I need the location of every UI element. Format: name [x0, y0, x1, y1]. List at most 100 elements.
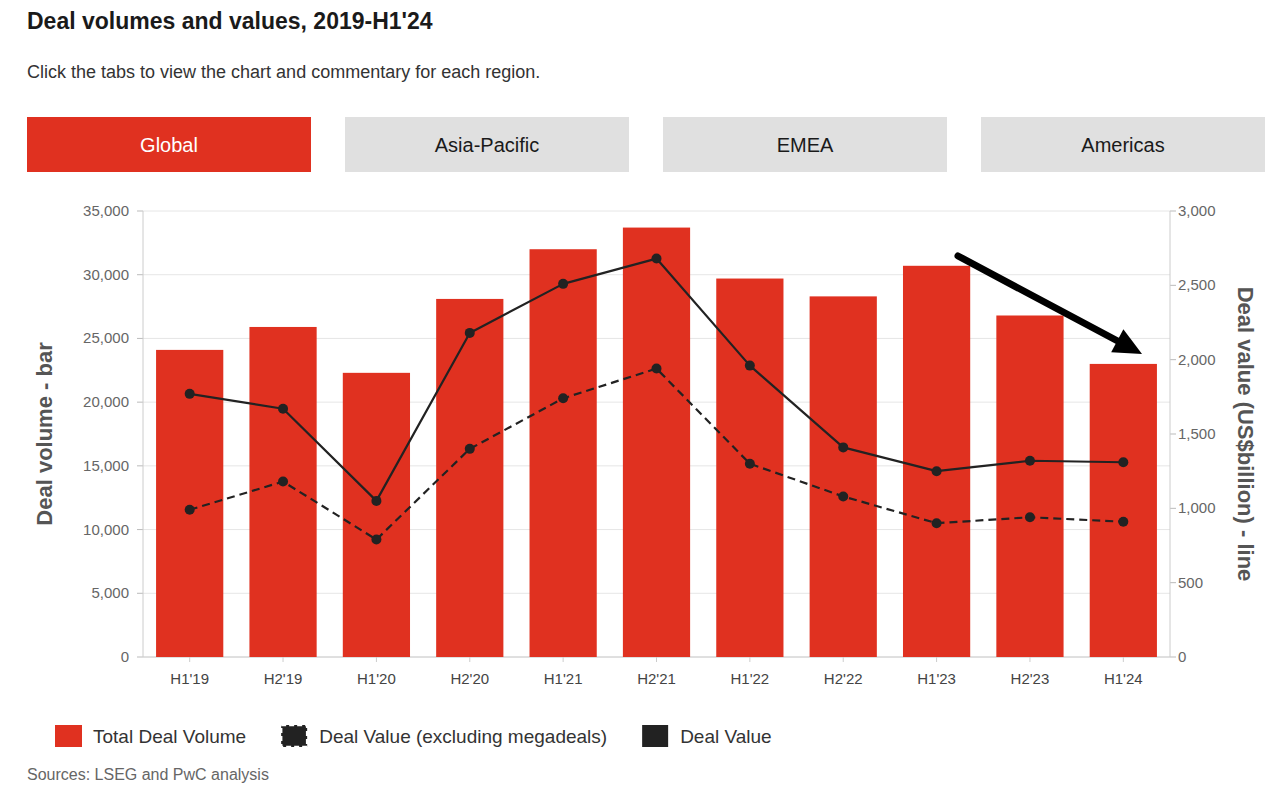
legend-swatch [55, 725, 82, 747]
tab-label[interactable]: Americas [1081, 134, 1164, 156]
line-marker [745, 459, 755, 469]
line-marker [932, 518, 942, 528]
y-tick [137, 657, 143, 658]
line-marker [745, 361, 755, 371]
tab[interactable]: EMEA [663, 117, 947, 172]
tab[interactable]: Asia-Pacific [345, 117, 629, 172]
x-tick [563, 657, 564, 662]
y2-tick [1170, 508, 1176, 509]
bar [903, 266, 970, 657]
y2-tick-label: 3,000 [1178, 202, 1216, 219]
y2-tick-label: 2,000 [1178, 351, 1216, 368]
x-tick [656, 657, 657, 662]
tab-background[interactable] [27, 117, 311, 172]
y-tick [137, 465, 143, 466]
line-marker [652, 254, 662, 264]
y2-tick-label: 0 [1178, 648, 1186, 665]
y2-tick-label: 1,000 [1178, 499, 1216, 516]
tab-label[interactable]: EMEA [777, 134, 834, 156]
x-tick-label: H1'20 [357, 670, 396, 687]
line-marker [932, 466, 942, 476]
x-tick [749, 657, 750, 662]
tab[interactable]: Americas [981, 117, 1265, 172]
tab[interactable]: Global [27, 117, 311, 172]
y2-tick-label: 1,500 [1178, 425, 1216, 442]
line-marker [465, 444, 475, 454]
bar [436, 299, 503, 657]
y-tick [137, 338, 143, 339]
x-tick-label: H2'23 [1011, 670, 1050, 687]
y2-tick [1170, 434, 1176, 435]
chart-root: Deal volumes and values, 2019-H1'24Click… [0, 0, 1280, 787]
bar [343, 373, 410, 657]
legend-label: Deal Value [680, 726, 772, 747]
tab-background[interactable] [345, 117, 629, 172]
x-tick [1029, 657, 1030, 662]
bar [810, 296, 877, 657]
line-marker [1025, 456, 1035, 466]
bar [249, 327, 316, 657]
x-tick-label: H1'21 [544, 670, 583, 687]
y2-tick-label: 500 [1178, 574, 1203, 591]
y2-tick [1170, 285, 1176, 286]
legend: Total Deal Volume Deal Value (excluding m… [55, 725, 772, 747]
line-marker [558, 393, 568, 403]
y2-axis-line [1170, 211, 1171, 657]
x-tick [189, 657, 190, 662]
y2-tick-label: 2,500 [1178, 276, 1216, 293]
legend-label: Deal Value (excluding megadeals) [319, 726, 607, 747]
y2-tick [1170, 657, 1176, 658]
y-tick-label: 20,000 [83, 393, 129, 410]
tab-background[interactable] [981, 117, 1265, 172]
line-marker [278, 477, 288, 487]
legend-label: Total Deal Volume [93, 726, 246, 747]
x-tick [469, 657, 470, 662]
y-tick-label: 25,000 [83, 329, 129, 346]
x-tick [843, 657, 844, 662]
y-tick-label: 5,000 [91, 584, 129, 601]
y-tick [137, 211, 143, 212]
x-tick-label: H1'23 [917, 670, 956, 687]
y-tick-label: 35,000 [83, 202, 129, 219]
y-tick [137, 529, 143, 530]
axes: 0 5,000 10,000 15,000 20,000 25,000 30,000 35,0… [83, 202, 1215, 687]
source: Sources: LSEG and PwC analysis [27, 766, 269, 783]
bar [1090, 364, 1157, 657]
x-tick [283, 657, 284, 662]
y-tick-label: 30,000 [83, 266, 129, 283]
tab-label[interactable]: Global [140, 134, 198, 156]
arrow-shaft [958, 256, 1119, 342]
y-tick-label: 15,000 [83, 457, 129, 474]
bar [996, 315, 1063, 657]
line-marker [278, 404, 288, 414]
x-tick-label: H1'19 [170, 670, 209, 687]
title: Deal volumes and values, 2019-H1'24 [27, 8, 433, 34]
line [190, 259, 1124, 501]
line-marker [838, 442, 848, 452]
y-tick-label: 0 [121, 648, 129, 665]
line-marker [1025, 512, 1035, 522]
line-marker [558, 279, 568, 289]
tab-label[interactable]: Asia-Pacific [435, 134, 539, 156]
legend-swatch [281, 725, 307, 747]
y2-tick [1170, 211, 1176, 212]
legend-item: Total Deal Volume [55, 725, 246, 747]
x-tick-label: H2'19 [264, 670, 303, 687]
y-axis-title: Deal volume - bar [32, 342, 57, 526]
plot-data [156, 228, 1157, 657]
y-tick-label: 10,000 [83, 521, 129, 538]
y2-axis-title: Deal value (US$billion) - line [1233, 287, 1258, 582]
legend-item: Deal Value (excluding megadeals) [281, 725, 607, 747]
y2-tick [1170, 359, 1176, 360]
bar [716, 279, 783, 657]
line-marker [185, 505, 195, 515]
annotation-arrow [958, 256, 1142, 354]
x-tick-label: H2'22 [824, 670, 863, 687]
x-tick-label: H1'24 [1104, 670, 1143, 687]
line-marker [1118, 457, 1128, 467]
tab-background[interactable] [663, 117, 947, 172]
x-tick-label: H2'21 [637, 670, 676, 687]
line-marker [465, 328, 475, 338]
y-tick [137, 274, 143, 275]
y-axis-line [143, 211, 144, 657]
